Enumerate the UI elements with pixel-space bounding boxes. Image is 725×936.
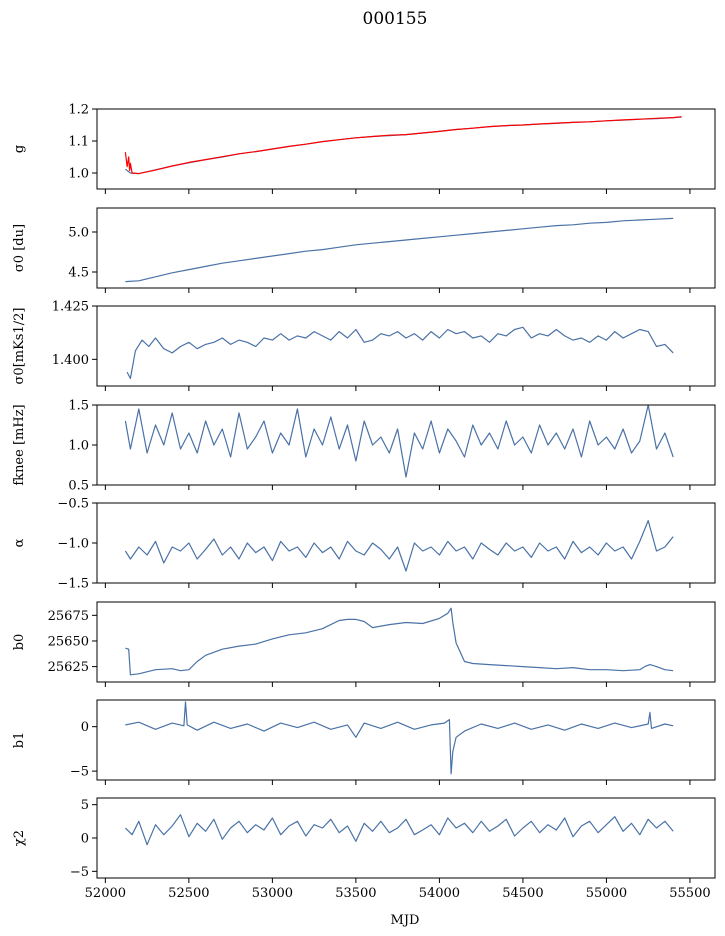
y-tick-label: 1.425 xyxy=(52,300,89,315)
y-axis-label: χ2 xyxy=(12,830,27,846)
chart-panels: 1.0 1.1 1.2 g 4.5 5.0 σ0 [du] 1.400 1.425 σ0[mKs1… xyxy=(12,103,716,901)
y-tick-label: 25675 xyxy=(48,609,89,624)
y-axis-label: σ0[mKs1/2] xyxy=(12,308,27,385)
x-tick-label: 53000 xyxy=(252,886,293,901)
y-axis-label: b1 xyxy=(12,732,27,749)
panel-6: 25625 25650 25675 b0 xyxy=(12,601,716,687)
y-tick-label: 0 xyxy=(81,832,89,847)
series-line-1 xyxy=(125,116,682,175)
series-line-1 xyxy=(125,217,674,283)
x-tick-label: 55000 xyxy=(586,886,627,901)
panel-frame xyxy=(96,207,716,289)
y-tick-label: 5 xyxy=(81,798,89,813)
x-tick-label: 54000 xyxy=(419,886,460,901)
series-line-1 xyxy=(126,326,674,380)
figure-title: 000155 xyxy=(363,9,428,29)
panel-frame xyxy=(96,797,716,879)
panel-frame xyxy=(96,601,716,683)
y-tick-label: −1.0 xyxy=(57,537,89,552)
panel-frame xyxy=(96,404,716,486)
panel-8: 52000 52500 53000 53500 54000 54500 55000 55500… xyxy=(12,797,716,901)
y-tick-label: 1.2 xyxy=(68,103,89,118)
y-tick-label: 0.5 xyxy=(68,479,89,494)
y-tick-label: 1.1 xyxy=(68,135,89,150)
x-tick-label: 53500 xyxy=(335,886,376,901)
x-axis-label: MJD xyxy=(391,913,420,928)
y-tick-label: −0.5 xyxy=(57,497,89,512)
y-tick-label: 0 xyxy=(81,720,89,735)
y-tick-label: 1.400 xyxy=(52,353,89,368)
y-axis-label: b0 xyxy=(12,634,27,651)
panel-2: 4.5 5.0 σ0 [du] xyxy=(12,207,716,293)
series-line-2 xyxy=(124,116,682,175)
panel-4: 0.5 1.0 1.5 fknee [mHz] xyxy=(12,399,716,494)
y-axis-label: g xyxy=(12,145,27,153)
panel-frame xyxy=(96,699,716,781)
x-tick-label: 55500 xyxy=(669,886,710,901)
series-line-1 xyxy=(124,814,674,846)
y-axis-label: fknee [mHz] xyxy=(12,404,27,485)
y-axis-label: α xyxy=(12,538,27,547)
panel-3: 1.400 1.425 σ0[mKs1/2] xyxy=(12,300,716,391)
series-line-1 xyxy=(124,405,674,478)
series-line-1 xyxy=(125,701,674,775)
x-tick-label: 54500 xyxy=(502,886,543,901)
y-tick-label: −5 xyxy=(70,765,89,780)
y-tick-label: 1.0 xyxy=(68,439,89,454)
y-tick-label: 5.0 xyxy=(68,226,89,241)
panel-1: 1.0 1.1 1.2 g xyxy=(12,103,716,194)
y-tick-label: 4.5 xyxy=(68,266,89,281)
y-tick-label: −5 xyxy=(70,865,89,880)
panel-frame xyxy=(96,108,716,190)
panel-5: −1.5 −1.0 −0.5 α xyxy=(12,497,716,592)
panel-7: −5 0 b1 xyxy=(12,699,716,785)
x-tick-label: 52000 xyxy=(85,886,126,901)
y-tick-label: −1.5 xyxy=(57,577,89,592)
series-line-1 xyxy=(125,607,674,676)
y-tick-label: 25625 xyxy=(48,660,89,675)
y-tick-label: 25650 xyxy=(48,634,89,649)
x-tick-label: 52500 xyxy=(168,886,209,901)
y-tick-label: 1.0 xyxy=(68,167,89,182)
panel-frame xyxy=(96,305,716,387)
series-line-1 xyxy=(124,519,674,572)
y-tick-label: 1.5 xyxy=(68,399,89,414)
y-axis-label: σ0 [du] xyxy=(12,224,27,272)
